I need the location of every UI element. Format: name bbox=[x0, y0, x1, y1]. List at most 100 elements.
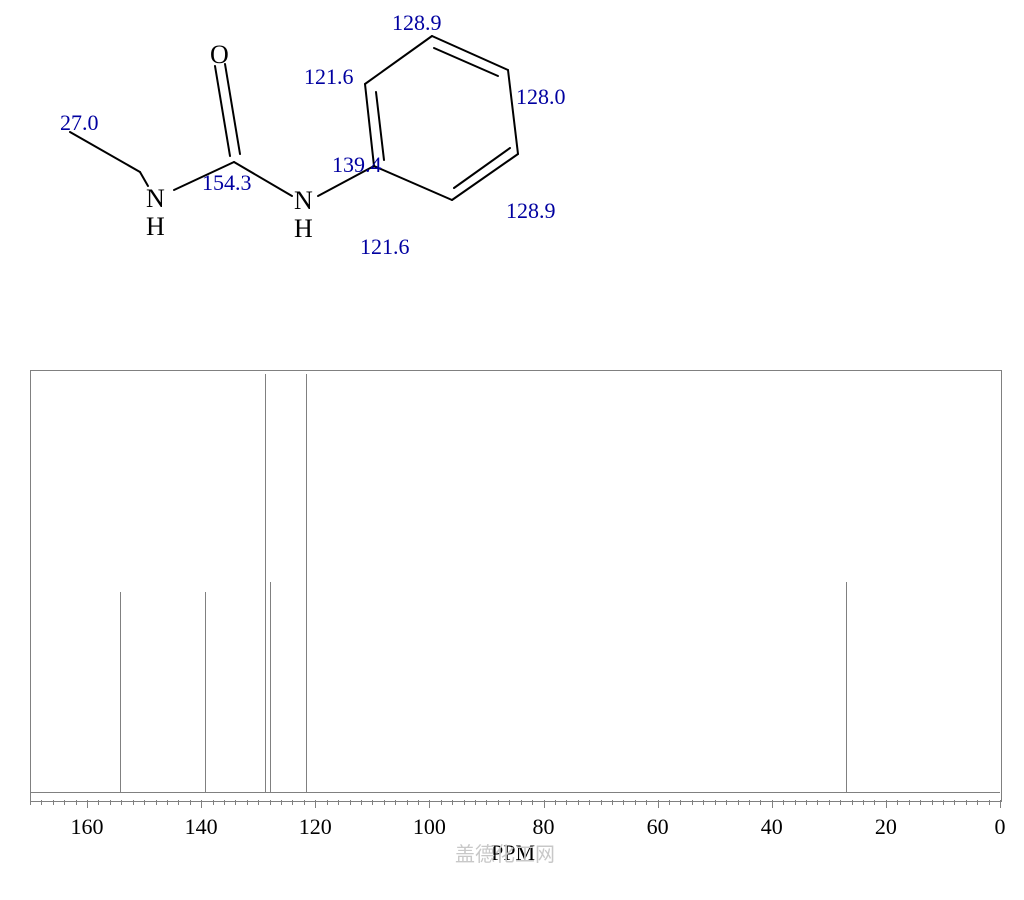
x-tick-minor bbox=[874, 800, 875, 805]
x-tick-major bbox=[315, 800, 316, 808]
x-tick-minor bbox=[749, 800, 750, 805]
x-tick-minor bbox=[852, 800, 853, 805]
shift-label-121a: 121.6 bbox=[304, 64, 354, 90]
x-tick-major bbox=[201, 800, 202, 808]
x-tick-label: 20 bbox=[875, 814, 897, 840]
atom-label-o: O bbox=[210, 40, 229, 70]
x-tick-major bbox=[886, 800, 887, 808]
shift-label-154: 154.3 bbox=[202, 170, 252, 196]
x-tick-minor bbox=[30, 800, 31, 805]
x-tick-minor bbox=[121, 800, 122, 805]
x-tick-minor bbox=[281, 800, 282, 805]
atom-label-h2: H bbox=[294, 214, 313, 244]
x-tick-minor bbox=[452, 800, 453, 805]
x-tick-major bbox=[1000, 800, 1001, 808]
x-tick-minor bbox=[110, 800, 111, 805]
spectrum-peak bbox=[306, 374, 307, 792]
bond bbox=[376, 92, 384, 160]
x-tick-minor bbox=[190, 800, 191, 805]
x-tick-major bbox=[87, 800, 88, 808]
shift-label-121b: 121.6 bbox=[360, 234, 410, 260]
x-tick-minor bbox=[486, 800, 487, 805]
x-tick-minor bbox=[829, 800, 830, 805]
x-tick-minor bbox=[760, 800, 761, 805]
x-tick-major bbox=[429, 800, 430, 808]
x-tick-minor bbox=[795, 800, 796, 805]
x-tick-minor bbox=[395, 800, 396, 805]
atom-label-n1: N bbox=[146, 184, 165, 214]
x-tick-minor bbox=[64, 800, 65, 805]
x-tick-minor bbox=[247, 800, 248, 805]
spectrum-baseline bbox=[30, 792, 1000, 793]
x-tick-minor bbox=[384, 800, 385, 805]
x-tick-label: 40 bbox=[761, 814, 783, 840]
x-tick-label: 160 bbox=[71, 814, 104, 840]
x-tick-minor bbox=[372, 800, 373, 805]
x-tick-minor bbox=[738, 800, 739, 805]
x-tick-major bbox=[772, 800, 773, 808]
x-tick-minor bbox=[475, 800, 476, 805]
x-tick-minor bbox=[292, 800, 293, 805]
x-tick-label: 120 bbox=[299, 814, 332, 840]
watermark-text: 盖德化工网 bbox=[455, 838, 555, 867]
x-tick-minor bbox=[224, 800, 225, 805]
x-tick-major bbox=[658, 800, 659, 808]
x-tick-minor bbox=[407, 800, 408, 805]
x-tick-minor bbox=[703, 800, 704, 805]
x-tick-minor bbox=[361, 800, 362, 805]
spectrum-peak bbox=[205, 592, 206, 792]
nmr-figure: N H O N H 27.0 154.3 139.4 121.6 128.9 1… bbox=[0, 0, 1024, 900]
x-tick-minor bbox=[783, 800, 784, 805]
atom-label-h1: H bbox=[146, 212, 165, 242]
shift-label-128a: 128.9 bbox=[392, 10, 442, 36]
x-tick-major bbox=[544, 800, 545, 808]
bond bbox=[452, 154, 518, 200]
spectrum-peak bbox=[265, 374, 266, 792]
x-tick-minor bbox=[966, 800, 967, 805]
x-tick-label: 60 bbox=[647, 814, 669, 840]
x-tick-minor bbox=[338, 800, 339, 805]
x-tick-minor bbox=[418, 800, 419, 805]
x-tick-minor bbox=[304, 800, 305, 805]
x-tick-minor bbox=[350, 800, 351, 805]
spectrum-plot-border bbox=[30, 370, 1002, 802]
x-tick-minor bbox=[715, 800, 716, 805]
x-tick-label: 100 bbox=[413, 814, 446, 840]
x-tick-minor bbox=[680, 800, 681, 805]
x-tick-minor bbox=[76, 800, 77, 805]
x-tick-minor bbox=[464, 800, 465, 805]
x-tick-minor bbox=[920, 800, 921, 805]
x-tick-label: 80 bbox=[533, 814, 555, 840]
x-tick-minor bbox=[909, 800, 910, 805]
bond bbox=[70, 132, 140, 172]
x-tick-minor bbox=[258, 800, 259, 805]
x-tick-minor bbox=[498, 800, 499, 805]
x-tick-minor bbox=[509, 800, 510, 805]
x-tick-minor bbox=[555, 800, 556, 805]
bond bbox=[508, 70, 518, 154]
bond bbox=[374, 166, 452, 200]
x-tick-minor bbox=[977, 800, 978, 805]
atom-label-n2: N bbox=[294, 186, 313, 216]
x-tick-minor bbox=[327, 800, 328, 805]
x-tick-minor bbox=[521, 800, 522, 805]
shift-label-128b: 128.0 bbox=[516, 84, 566, 110]
x-tick-minor bbox=[98, 800, 99, 805]
x-tick-minor bbox=[270, 800, 271, 805]
x-tick-minor bbox=[213, 800, 214, 805]
x-tick-label: 140 bbox=[185, 814, 218, 840]
bond bbox=[454, 148, 510, 188]
x-tick-minor bbox=[726, 800, 727, 805]
shift-label-27: 27.0 bbox=[60, 110, 99, 136]
x-tick-minor bbox=[441, 800, 442, 805]
x-tick-minor bbox=[156, 800, 157, 805]
x-tick-minor bbox=[601, 800, 602, 805]
x-tick-minor bbox=[578, 800, 579, 805]
x-tick-minor bbox=[943, 800, 944, 805]
chemical-structure: N H O N H 27.0 154.3 139.4 121.6 128.9 1… bbox=[40, 10, 560, 330]
x-tick-minor bbox=[235, 800, 236, 805]
x-tick-minor bbox=[863, 800, 864, 805]
x-tick-minor bbox=[623, 800, 624, 805]
x-tick-minor bbox=[566, 800, 567, 805]
x-tick-minor bbox=[532, 800, 533, 805]
